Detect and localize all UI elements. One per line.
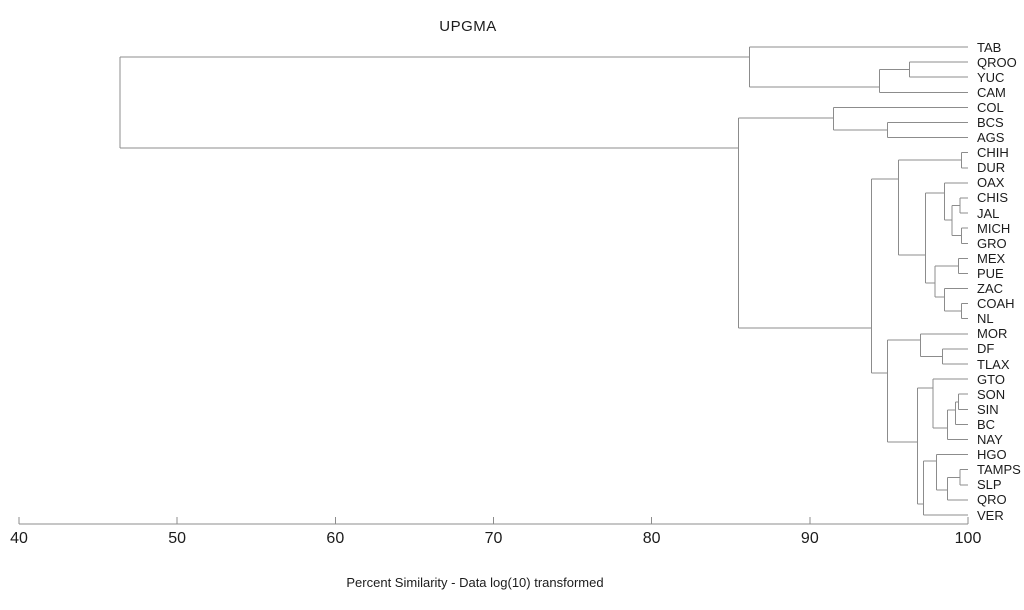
leaf-label-mich: MICH: [977, 220, 1011, 236]
x-axis-tick-label: 70: [484, 530, 503, 547]
x-axis-caption: Percent Similarity - Data log(10) transf…: [346, 575, 604, 590]
x-axis-tick-label: 100: [954, 530, 982, 547]
x-axis-tick-label: 80: [642, 530, 661, 547]
leaf-label-cam: CAM: [977, 84, 1006, 100]
leaf-label-sin: SIN: [977, 401, 999, 417]
leaf-label-ags: AGS: [977, 130, 1005, 146]
leaf-label-coah: COAH: [977, 296, 1015, 312]
leaf-label-gro: GRO: [977, 235, 1007, 251]
leaf-label-yuc: YUC: [977, 69, 1005, 85]
leaf-label-pue: PUE: [977, 265, 1004, 281]
x-axis-tick-label: 90: [800, 530, 819, 547]
leaf-label-bc: BC: [977, 416, 996, 432]
leaf-label-chis: CHIS: [977, 190, 1009, 206]
leaf-label-nl: NL: [977, 311, 994, 327]
leaf-label-tlax: TLAX: [977, 356, 1010, 372]
leaf-label-chih: CHIH: [977, 145, 1009, 161]
leaf-label-bcs: BCS: [977, 114, 1004, 130]
leaf-label-qroo: QROO: [977, 54, 1017, 70]
leaf-label-hgo: HGO: [977, 447, 1007, 463]
leaf-label-gto: GTO: [977, 371, 1005, 387]
leaf-label-mex: MEX: [977, 250, 1006, 266]
x-axis-tick-label: 60: [326, 530, 345, 547]
leaf-label-qro: QRO: [977, 492, 1007, 508]
x-axis-tick-label: 50: [168, 530, 187, 547]
leaf-label-dur: DUR: [977, 160, 1006, 176]
leaf-label-tamps: TAMPS: [977, 462, 1021, 478]
leaf-label-nay: NAY: [977, 432, 1003, 448]
leaf-label-df: DF: [977, 341, 995, 357]
leaf-label-mor: MOR: [977, 326, 1008, 342]
leaf-label-oax: OAX: [977, 175, 1005, 191]
leaf-label-col: COL: [977, 99, 1004, 115]
x-axis-tick-label: 40: [10, 530, 28, 547]
leaf-label-tab: TAB: [977, 39, 1002, 55]
leaf-label-ver: VER: [977, 507, 1004, 523]
chart-title: UPGMA: [439, 18, 497, 35]
leaf-label-jal: JAL: [977, 205, 1000, 221]
leaf-label-zac: ZAC: [977, 281, 1003, 297]
leaf-label-son: SON: [977, 386, 1006, 402]
leaf-label-slp: SLP: [977, 477, 1002, 493]
